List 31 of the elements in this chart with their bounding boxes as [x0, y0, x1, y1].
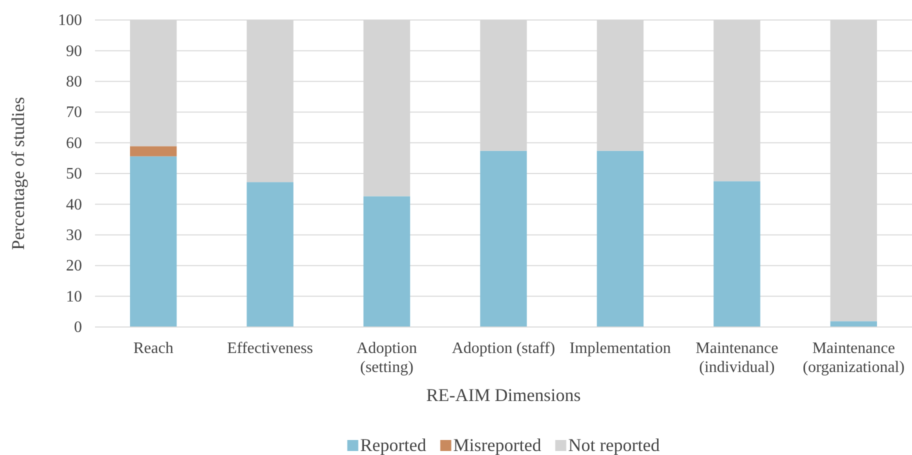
legend-label: Not reported	[568, 435, 660, 455]
y-tick-label: 50	[66, 166, 82, 183]
y-tick-label: 60	[66, 134, 82, 152]
y-tick-label: 70	[66, 104, 82, 122]
legend-label: Misreported	[453, 435, 542, 455]
bar	[363, 196, 410, 327]
x-tick-label: Effectiveness	[227, 340, 314, 357]
x-tick-label: Maintenance (individual)	[696, 340, 778, 376]
x-axis-title: RE-AIM Dimensions	[426, 385, 581, 405]
x-tick-label: Implementation	[570, 340, 671, 357]
y-tick-label: 20	[66, 258, 82, 275]
bar	[830, 321, 877, 327]
x-tick-label: Maintenance (organizational)	[802, 340, 905, 376]
y-tick-label: 90	[66, 42, 82, 60]
y-tick-label: 10	[66, 288, 82, 306]
y-tick-label: 100	[58, 12, 82, 30]
x-tick-label: Adoption (staff)	[452, 340, 556, 357]
y-tick-label: 30	[66, 227, 82, 244]
y-tick-label: 40	[66, 196, 82, 214]
bar	[480, 150, 527, 327]
x-tick-label: Reach	[133, 340, 174, 357]
bar	[130, 146, 177, 156]
legend-label: Reported	[360, 435, 426, 455]
bar	[714, 181, 760, 327]
y-tick-label: 0	[74, 319, 82, 336]
bar	[246, 182, 294, 327]
bar	[130, 156, 177, 327]
y-axis-title: Percentage of studies	[8, 97, 28, 250]
y-tick-label: 80	[66, 74, 82, 91]
bar	[596, 150, 644, 327]
x-tick-label: Adoption (setting)	[356, 340, 418, 376]
